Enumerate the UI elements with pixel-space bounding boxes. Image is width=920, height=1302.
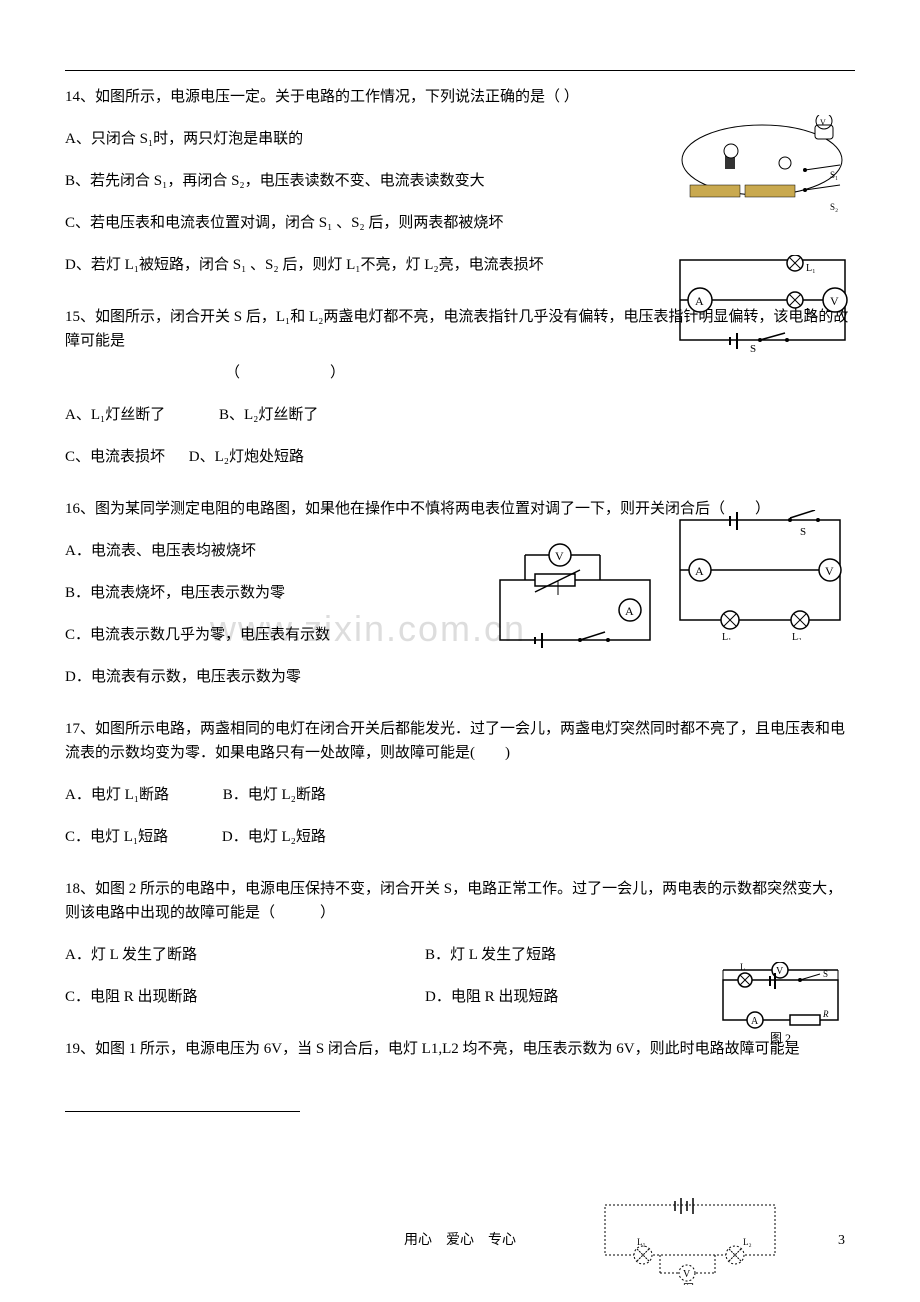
- svg-text:S₁: S₁: [830, 170, 838, 180]
- q15-option-a: A、L₁灯丝断了: [65, 403, 165, 427]
- q18-stem: 18、如图 2 所示的电路中，电源电压保持不变，闭合开关 S，电路正常工作。过了…: [65, 877, 855, 925]
- circuit-diagram-q15: A L₁ L₂ V S: [675, 255, 850, 355]
- q18-fig-label: 图 2: [770, 1031, 791, 1045]
- q15-row-cd: C、电流表损坏 D、L₂灯炮处短路: [65, 445, 855, 469]
- q15-paren: （ ）: [225, 361, 855, 385]
- q17-row-ab: A．电灯 L₁断路 B．电灯 L₂断路: [65, 783, 855, 807]
- svg-text:V: V: [830, 294, 839, 308]
- svg-text:S: S: [823, 969, 828, 979]
- page-footer: 用心 爱心 专心: [0, 1230, 920, 1252]
- svg-text:S₂: S₂: [830, 202, 838, 212]
- svg-text:L: L: [740, 962, 746, 972]
- q17-option-b: B．电灯 L₂断路: [223, 783, 326, 807]
- svg-text:图1: 图1: [683, 1282, 700, 1285]
- circuit-diagram-q17: A S V L₁ L₂: [670, 510, 850, 640]
- question-17: 17、如图所示电路，两盏相同的电灯在闭合开关后都能发光．过了一会儿，两盏电灯突然…: [65, 717, 855, 849]
- q17-option-c: C．电灯 L₁短路: [65, 825, 168, 849]
- circuit-diagram-q18: V L S A R 图 2: [715, 962, 850, 1052]
- svg-text:A: A: [695, 294, 704, 308]
- svg-text:V: V: [825, 564, 834, 578]
- footnote-rule: [65, 1111, 300, 1112]
- q17-option-d: D．电灯 L₂短路: [222, 825, 326, 849]
- svg-text:L₁: L₁: [806, 263, 816, 274]
- q18-option-a: A．灯 L 发生了断路: [65, 943, 425, 967]
- svg-text:V: V: [683, 1269, 691, 1280]
- svg-text:L₁: L₁: [722, 632, 732, 640]
- svg-text:A: A: [751, 1016, 759, 1027]
- top-rule: [65, 70, 855, 71]
- q18-option-b: B．灯 L 发生了短路: [425, 943, 556, 967]
- q18-option-d: D．电阻 R 出现短路: [425, 985, 558, 1009]
- circuit-diagram-q14: V S₁ S₂: [675, 115, 850, 220]
- svg-text:L₂: L₂: [792, 632, 802, 640]
- svg-text:S: S: [800, 526, 806, 538]
- q15-option-b: B、L₂灯丝断了: [219, 403, 318, 427]
- q15-option-c: C、电流表损坏: [65, 445, 165, 469]
- svg-text:V: V: [820, 118, 826, 127]
- svg-text:S: S: [750, 343, 756, 355]
- svg-text:L₂: L₂: [806, 307, 816, 318]
- svg-text:A: A: [695, 564, 704, 578]
- svg-text:V: V: [555, 549, 564, 563]
- q14-stem: 14、如图所示，电源电压一定。关于电路的工作情况，下列说法正确的是（ ）: [65, 85, 855, 109]
- q15-option-d: D、L₂灯炮处短路: [189, 445, 304, 469]
- q15-row-ab: A、L₁灯丝断了 B、L₂灯丝断了: [65, 403, 855, 427]
- svg-text:R: R: [822, 1009, 829, 1019]
- svg-text:V: V: [776, 966, 784, 977]
- svg-text:A: A: [625, 604, 634, 618]
- q16-option-d: D．电流表有示数，电压表示数为零: [65, 665, 855, 689]
- q17-stem: 17、如图所示电路，两盏相同的电灯在闭合开关后都能发光．过了一会儿，两盏电灯突然…: [65, 717, 855, 765]
- q18-option-c: C．电阻 R 出现断路: [65, 985, 425, 1009]
- q17-option-a: A．电灯 L₁断路: [65, 783, 169, 807]
- circuit-diagram-q16: V A: [490, 540, 660, 655]
- q17-row-cd: C．电灯 L₁短路 D．电灯 L₂短路: [65, 825, 855, 849]
- page-number: 3: [838, 1230, 845, 1252]
